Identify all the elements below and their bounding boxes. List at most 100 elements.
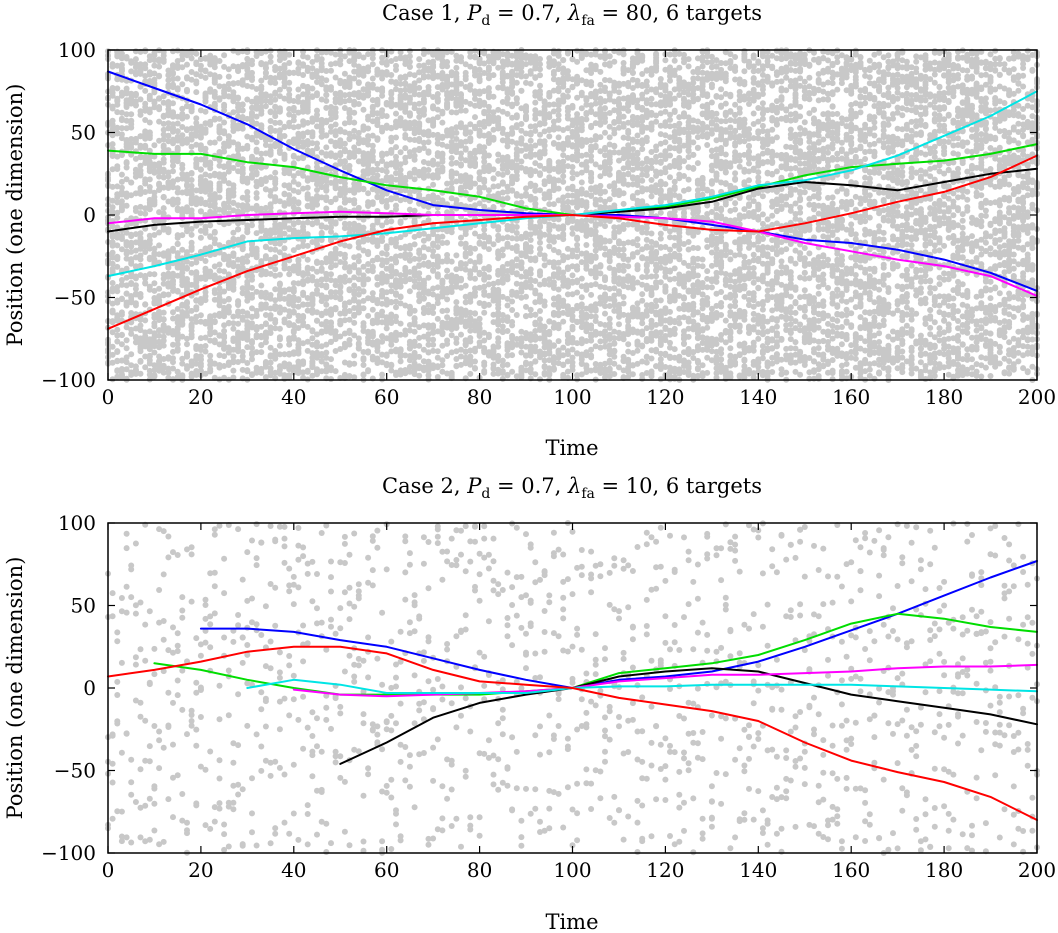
clutter-point — [244, 360, 251, 366]
clutter-point — [197, 156, 204, 163]
clutter-point — [137, 337, 144, 344]
clutter-point — [151, 271, 158, 278]
clutter-point — [188, 316, 195, 323]
clutter-point — [170, 126, 176, 133]
clutter-point — [383, 352, 390, 359]
clutter-point — [174, 86, 181, 93]
clutter-point — [337, 284, 344, 291]
clutter-point — [281, 151, 288, 158]
clutter-point — [225, 80, 232, 87]
clutter-point — [174, 137, 181, 144]
clutter-point — [207, 313, 214, 320]
clutter-point — [160, 316, 167, 323]
clutter-point — [202, 343, 209, 349]
clutter-point — [258, 86, 265, 92]
clutter-point — [430, 248, 437, 255]
clutter-point — [225, 66, 232, 73]
clutter-point — [244, 142, 251, 149]
clutter-point — [151, 287, 158, 294]
clutter-point — [411, 156, 418, 163]
clutter-point — [281, 74, 288, 81]
clutter-point — [276, 280, 283, 287]
clutter-point — [109, 85, 116, 91]
clutter-point — [351, 352, 358, 359]
clutter-point — [323, 284, 330, 291]
clutter-point — [211, 312, 218, 319]
clutter-point — [197, 132, 204, 139]
clutter-point — [170, 273, 176, 280]
clutter-point — [253, 190, 260, 197]
clutter-point — [430, 341, 437, 348]
clutter-point — [184, 127, 190, 134]
clutter-point — [216, 242, 223, 249]
clutter-point — [160, 369, 167, 376]
clutter-point — [467, 335, 474, 341]
clutter-point — [355, 80, 362, 86]
clutter-point — [495, 287, 502, 294]
clutter-point — [221, 144, 228, 151]
clutter-point — [137, 291, 144, 297]
clutter-point — [207, 202, 214, 209]
clutter-point — [221, 177, 228, 184]
clutter-point — [118, 366, 125, 372]
clutter-point — [444, 267, 451, 274]
clutter-point — [118, 281, 125, 288]
clutter-point — [193, 318, 200, 325]
clutter-point — [341, 70, 348, 77]
clutter-point — [193, 371, 200, 378]
clutter-point — [430, 310, 437, 316]
clutter-point — [467, 250, 474, 257]
clutter-point — [184, 225, 190, 231]
clutter-point — [123, 138, 130, 145]
clutter-point — [225, 73, 232, 80]
clutter-point — [142, 317, 149, 324]
clutter-point — [244, 258, 251, 265]
clutter-point — [202, 145, 209, 152]
clutter-point — [230, 284, 237, 291]
clutter-point — [513, 96, 520, 103]
clutter-point — [225, 133, 232, 140]
clutter-point — [221, 328, 228, 334]
clutter-point — [151, 251, 158, 258]
clutter-point — [197, 343, 204, 350]
clutter-point — [453, 64, 460, 71]
clutter-point — [509, 307, 516, 313]
clutter-point — [388, 341, 395, 348]
clutter-point — [156, 338, 163, 345]
clutter-point — [197, 208, 204, 215]
clutter-point — [509, 368, 516, 375]
clutter-point — [216, 73, 223, 80]
clutter-point — [434, 273, 441, 280]
clutter-point — [481, 369, 488, 376]
clutter-point — [174, 234, 181, 241]
clutter-point — [202, 227, 209, 234]
clutter-point — [202, 67, 209, 74]
clutter-point — [142, 301, 149, 308]
clutter-point — [207, 252, 214, 258]
clutter-point — [276, 143, 283, 150]
clutter-point — [406, 58, 413, 65]
clutter-point — [221, 93, 228, 100]
clutter-point — [114, 317, 121, 324]
clutter-point — [174, 176, 181, 183]
clutter-point — [179, 81, 186, 88]
clutter-point — [109, 254, 116, 261]
clutter-point — [351, 75, 358, 82]
clutter-point — [174, 185, 181, 192]
clutter-point — [393, 144, 399, 151]
clutter-point — [188, 200, 195, 207]
clutter-point — [197, 227, 204, 234]
clutter-point — [114, 183, 121, 190]
clutter-point — [174, 272, 181, 279]
clutter-point — [439, 119, 446, 126]
clutter-point — [151, 100, 158, 106]
clutter-point — [184, 182, 190, 189]
clutter-point — [146, 162, 153, 169]
clutter-point — [216, 171, 223, 178]
clutter-point — [341, 140, 348, 147]
clutter-point — [304, 184, 311, 191]
clutter-point — [179, 309, 186, 315]
clutter-point — [439, 150, 446, 157]
clutter-point — [142, 160, 149, 166]
